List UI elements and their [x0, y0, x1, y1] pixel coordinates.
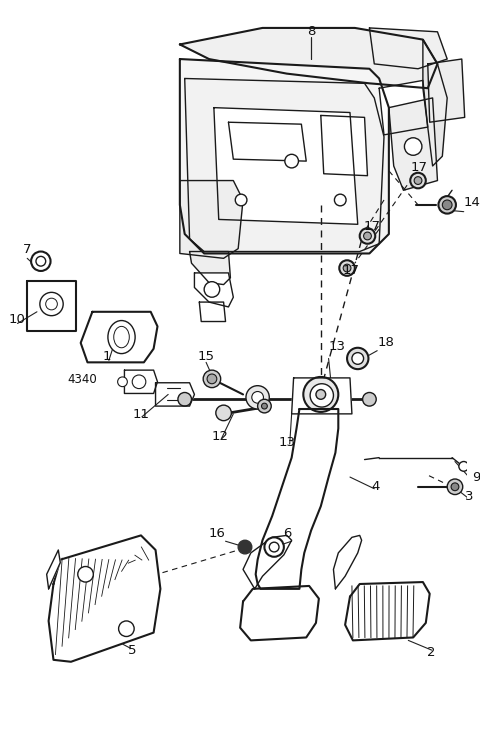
Text: 4340: 4340	[68, 373, 97, 386]
Polygon shape	[27, 281, 76, 331]
Circle shape	[252, 392, 264, 403]
Text: 17: 17	[363, 219, 381, 233]
Text: 17: 17	[410, 162, 427, 175]
Circle shape	[235, 194, 247, 206]
Circle shape	[362, 392, 376, 406]
Circle shape	[451, 483, 459, 491]
Polygon shape	[345, 582, 430, 640]
Text: 9: 9	[472, 470, 480, 484]
Ellipse shape	[114, 327, 129, 348]
Polygon shape	[48, 536, 160, 662]
Circle shape	[216, 405, 231, 421]
Circle shape	[262, 403, 267, 409]
Circle shape	[414, 177, 422, 184]
Text: 18: 18	[377, 336, 394, 349]
Polygon shape	[194, 273, 233, 307]
Polygon shape	[180, 59, 389, 253]
Text: 4: 4	[372, 480, 380, 494]
Circle shape	[339, 260, 355, 276]
Text: 2: 2	[427, 646, 436, 658]
Circle shape	[285, 154, 299, 168]
Polygon shape	[47, 550, 60, 589]
Polygon shape	[370, 28, 447, 69]
Polygon shape	[180, 28, 437, 88]
Circle shape	[405, 138, 422, 155]
Polygon shape	[321, 115, 368, 176]
Text: 13: 13	[278, 436, 295, 449]
Circle shape	[310, 383, 334, 407]
Circle shape	[203, 370, 221, 388]
Text: 14: 14	[464, 196, 480, 210]
Circle shape	[443, 200, 452, 210]
Text: 10: 10	[9, 313, 26, 326]
Circle shape	[316, 389, 325, 399]
Polygon shape	[199, 302, 226, 321]
Polygon shape	[81, 312, 157, 363]
Circle shape	[447, 479, 463, 494]
Circle shape	[119, 621, 134, 637]
Text: 11: 11	[132, 408, 149, 422]
Text: 6: 6	[284, 527, 292, 540]
Text: 1: 1	[103, 350, 111, 363]
Circle shape	[132, 375, 146, 389]
Circle shape	[204, 282, 220, 297]
Circle shape	[343, 264, 351, 272]
Text: 12: 12	[211, 430, 228, 443]
Polygon shape	[228, 122, 306, 161]
Circle shape	[303, 377, 338, 412]
Circle shape	[360, 228, 375, 243]
Circle shape	[311, 385, 331, 404]
Circle shape	[269, 542, 279, 552]
Circle shape	[352, 353, 363, 364]
Polygon shape	[243, 536, 292, 589]
Circle shape	[78, 566, 93, 582]
Ellipse shape	[108, 321, 135, 354]
Polygon shape	[423, 40, 447, 166]
Text: 8: 8	[307, 25, 315, 38]
Circle shape	[238, 540, 252, 554]
Polygon shape	[190, 252, 230, 285]
Circle shape	[459, 461, 468, 471]
Text: 7: 7	[23, 243, 32, 256]
Polygon shape	[240, 586, 319, 640]
Circle shape	[438, 196, 456, 213]
Polygon shape	[292, 378, 352, 414]
Polygon shape	[334, 536, 361, 589]
Polygon shape	[156, 383, 194, 406]
Circle shape	[178, 392, 192, 406]
Circle shape	[207, 374, 217, 383]
Text: 13: 13	[329, 340, 346, 354]
Text: 3: 3	[465, 490, 473, 503]
Text: 15: 15	[198, 350, 215, 363]
Circle shape	[335, 194, 346, 206]
Polygon shape	[379, 80, 428, 135]
Circle shape	[347, 348, 369, 369]
Circle shape	[118, 377, 127, 386]
Circle shape	[31, 252, 50, 271]
Text: 5: 5	[128, 643, 137, 657]
Circle shape	[40, 292, 63, 315]
Circle shape	[246, 386, 269, 409]
Text: 17: 17	[342, 264, 359, 277]
Circle shape	[363, 232, 372, 240]
Polygon shape	[185, 79, 384, 252]
Polygon shape	[256, 409, 338, 589]
Circle shape	[410, 173, 426, 188]
Polygon shape	[124, 370, 157, 393]
Circle shape	[36, 256, 46, 266]
Text: 16: 16	[209, 527, 226, 540]
Circle shape	[264, 537, 284, 557]
Circle shape	[46, 298, 57, 310]
Polygon shape	[180, 181, 243, 258]
Polygon shape	[428, 59, 465, 122]
Circle shape	[258, 399, 271, 413]
Polygon shape	[214, 108, 358, 224]
Polygon shape	[389, 98, 437, 190]
